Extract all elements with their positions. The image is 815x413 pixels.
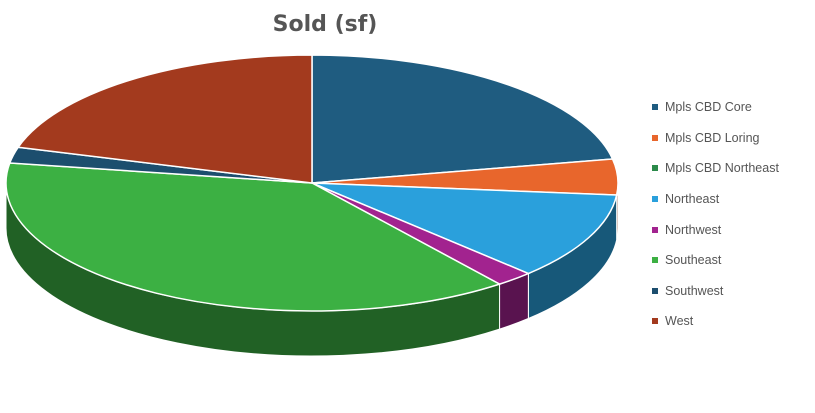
legend-item-mpls-cbd-core: Mpls CBD Core (652, 92, 779, 123)
pie-slice-northeast (311, 182, 618, 275)
legend-label: Northwest (665, 222, 722, 237)
legend-swatch (652, 287, 658, 294)
legend-label: Mpls CBD Core (665, 100, 752, 115)
legend-swatch (652, 226, 658, 233)
legend-swatch (652, 165, 658, 172)
chart-title: Sold (sf) (272, 12, 378, 37)
legend-item-mpls-cbd-loring: Mpls CBD Loring (652, 123, 779, 154)
legend-label: Northeast (665, 192, 720, 207)
pie-slice-mpls-cbd-core (311, 54, 614, 184)
legend-swatch (652, 318, 658, 325)
legend-item-southeast: Southeast (652, 245, 779, 276)
pie-slice-southeast (5, 162, 502, 312)
legend-swatch (652, 196, 658, 203)
legend-item-northeast: Northeast (652, 184, 779, 215)
legend-label: Mpls CBD Loring (665, 130, 760, 145)
legend-swatch (652, 104, 658, 111)
legend-label: Mpls CBD Northeast (665, 161, 779, 176)
legend-item-northwest: Northwest (652, 214, 779, 245)
legend: Mpls CBD Core Mpls CBD Loring Mpls CBD Nor… (652, 92, 779, 337)
legend-label: West (665, 314, 694, 329)
legend-swatch (652, 134, 658, 141)
legend-label: Southeast (665, 253, 722, 268)
pie-slice-west (16, 54, 313, 184)
legend-item-southwest: Southwest (652, 276, 779, 307)
legend-swatch (652, 257, 658, 264)
legend-item-west: West (652, 306, 779, 337)
legend-label: Southwest (665, 283, 724, 298)
legend-item-mpls-cbd-northeast: Mpls CBD Northeast (652, 153, 779, 184)
